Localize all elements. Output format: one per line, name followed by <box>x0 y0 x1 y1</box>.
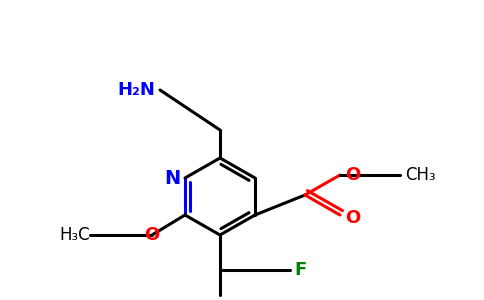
Text: O: O <box>345 209 360 227</box>
Text: N: N <box>164 169 180 188</box>
Text: F: F <box>214 299 226 300</box>
Text: H₃C: H₃C <box>60 226 90 244</box>
Text: H₂N: H₂N <box>117 81 155 99</box>
Text: O: O <box>144 226 160 244</box>
Text: F: F <box>294 261 306 279</box>
Text: O: O <box>345 166 360 184</box>
Text: CH₃: CH₃ <box>405 166 436 184</box>
